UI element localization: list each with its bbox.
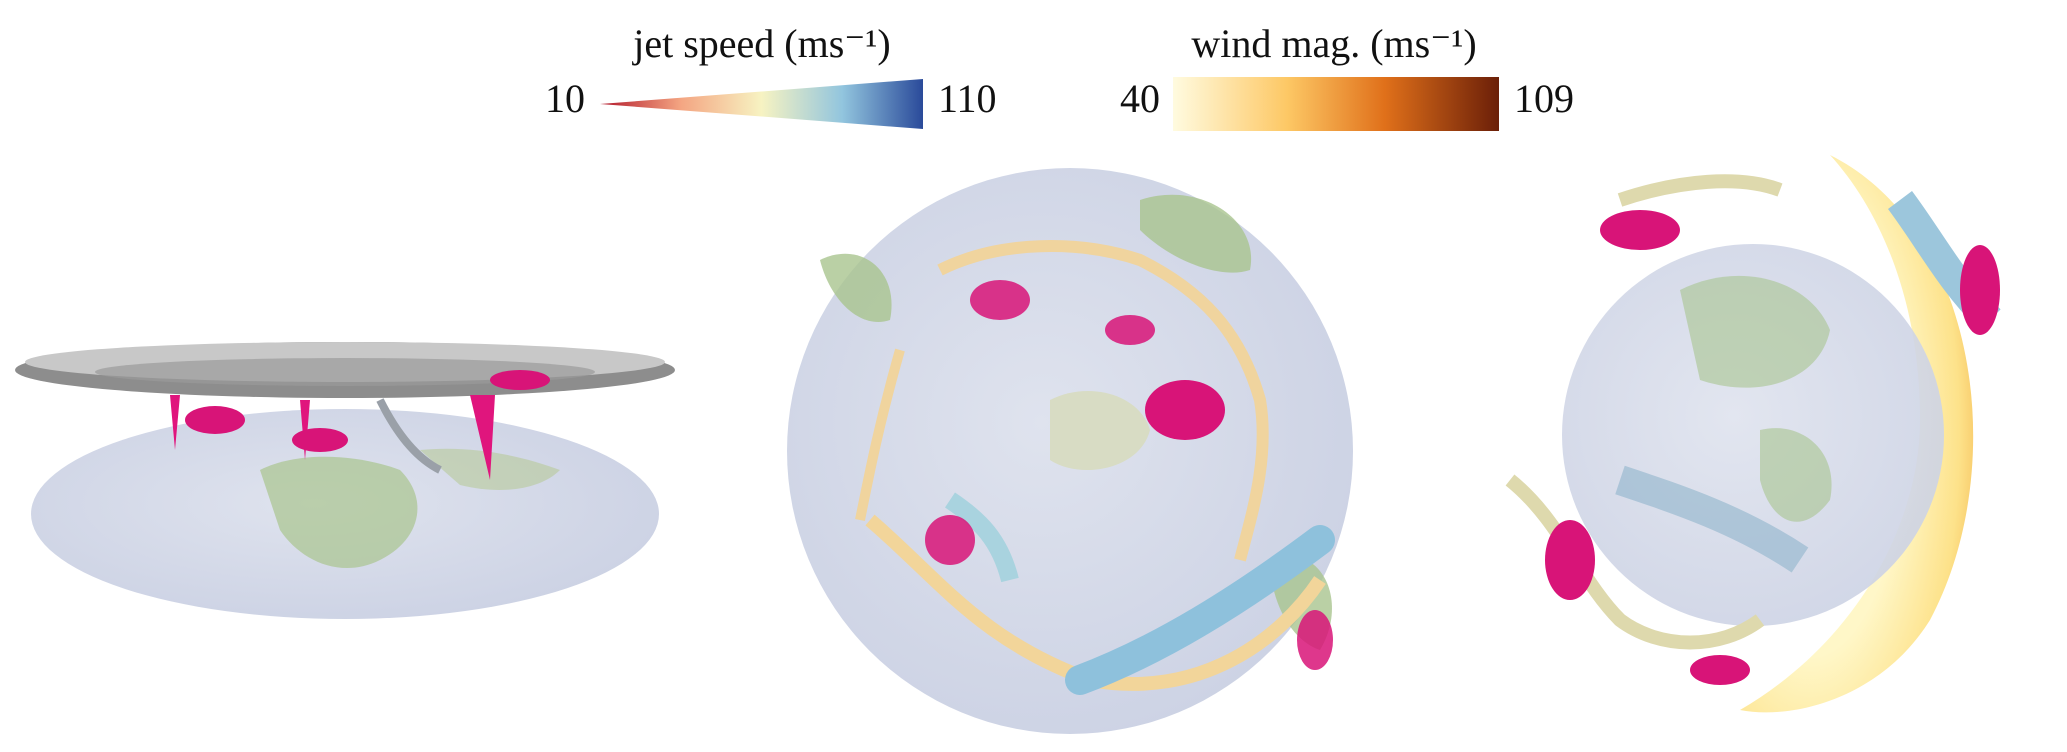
legend-min: 10 — [545, 76, 585, 121]
legend-min: 40 — [1120, 76, 1160, 121]
jet-speed-legend: jet speed (ms⁻¹) 10 110 — [545, 21, 997, 129]
legend-max: 109 — [1514, 76, 1574, 121]
colorbar — [600, 79, 923, 129]
legend-title: wind mag. (ms⁻¹) — [1191, 21, 1476, 66]
colorbar — [1173, 77, 1499, 131]
disc-view — [15, 342, 675, 619]
cutaway-view — [1505, 155, 2001, 713]
wind-mag-legend: wind mag. (ms⁻¹) 40 109 — [1120, 21, 1574, 131]
legend-max: 110 — [938, 76, 997, 121]
polar-view — [787, 168, 1353, 734]
legend-title: jet speed (ms⁻¹) — [631, 21, 890, 66]
